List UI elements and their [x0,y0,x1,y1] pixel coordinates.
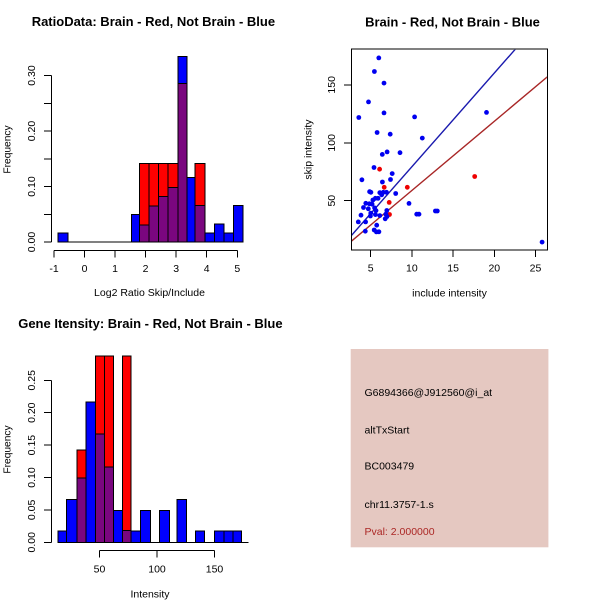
svg-text:1: 1 [112,263,118,275]
svg-text:100: 100 [326,134,338,152]
svg-text:15: 15 [447,263,459,275]
svg-text:4: 4 [204,263,210,275]
svg-text:150: 150 [326,76,338,94]
svg-text:Frequency: Frequency [3,425,14,474]
svg-text:50: 50 [326,195,338,207]
svg-text:0.00: 0.00 [26,232,38,253]
svg-text:10: 10 [406,263,418,275]
svg-text:BC003479: BC003479 [365,461,415,473]
svg-text:0.05: 0.05 [26,500,38,521]
svg-text:25: 25 [530,263,542,275]
svg-text:chr11.3757-1.s: chr11.3757-1.s [365,499,434,511]
svg-text:0.15: 0.15 [26,435,38,456]
svg-text:Frequency: Frequency [3,125,14,174]
svg-text:20: 20 [488,263,500,275]
svg-text:150: 150 [206,564,224,576]
svg-text:0.20: 0.20 [26,121,38,142]
svg-text:5: 5 [234,263,240,275]
svg-text:skip intensity: skip intensity [303,119,315,180]
svg-text:G6894366@J912560@i_at: G6894366@J912560@i_at [365,387,493,399]
svg-text:-1: -1 [49,263,58,275]
svg-text:RatioData: Brain - Red, Not Br: RatioData: Brain - Red, Not Brain - Blue [32,14,275,29]
svg-text:0.20: 0.20 [26,402,38,423]
svg-text:altTxStart: altTxStart [365,425,410,437]
svg-text:Pval: 2.000000: Pval: 2.000000 [365,526,435,538]
svg-text:3: 3 [173,263,179,275]
svg-text:0.30: 0.30 [26,65,38,86]
svg-text:include intensity: include intensity [412,288,487,300]
svg-text:100: 100 [148,564,166,576]
svg-text:0.00: 0.00 [26,532,38,553]
svg-text:0.10: 0.10 [26,467,38,488]
svg-text:2: 2 [143,263,149,275]
svg-text:50: 50 [94,564,106,576]
svg-text:0.10: 0.10 [26,176,38,197]
svg-text:Log2 Ratio Skip/Include: Log2 Ratio Skip/Include [94,287,205,299]
svg-text:Gene Itensity: Brain - Red, No: Gene Itensity: Brain - Red, Not Brain - … [18,316,282,331]
svg-text:5: 5 [368,263,374,275]
svg-text:0: 0 [82,263,88,275]
svg-text:Intensity: Intensity [130,589,170,600]
svg-text:Brain - Red, Not Brain - Blue: Brain - Red, Not Brain - Blue [365,15,540,30]
svg-text:0.25: 0.25 [26,370,38,391]
